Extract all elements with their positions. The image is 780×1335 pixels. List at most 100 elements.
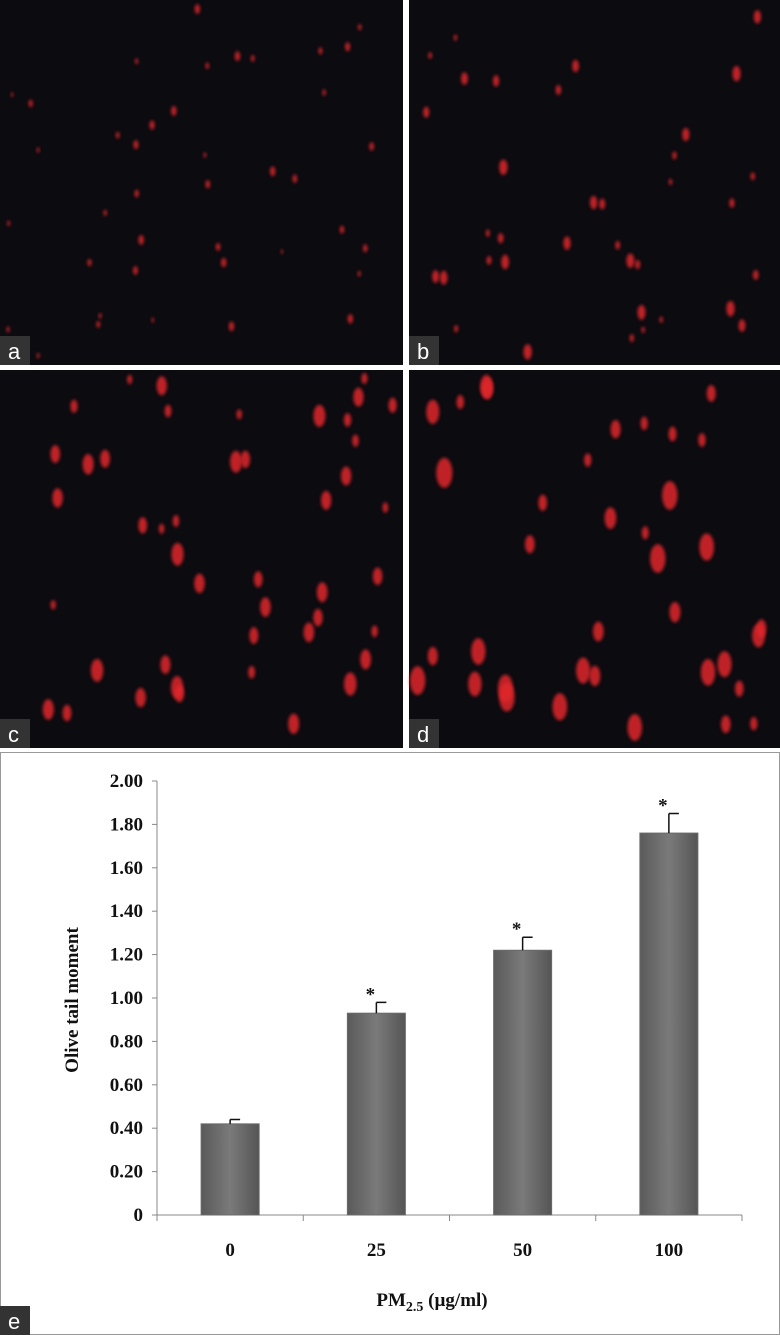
comet (589, 665, 601, 687)
comet (436, 457, 453, 488)
comet (637, 304, 646, 320)
y-axis-label: Olive tail moment (62, 927, 83, 1073)
comet (485, 229, 490, 237)
error-bar (668, 812, 679, 834)
bar (493, 949, 553, 1216)
panel-label: e (8, 1309, 20, 1334)
comet (318, 47, 323, 55)
x-tick-label: 50 (513, 1240, 532, 1261)
comet (662, 481, 678, 510)
comet (353, 387, 364, 407)
comet (360, 649, 372, 670)
comet (668, 178, 673, 186)
x-axis-label: PM2.5 (µg/ml) (376, 1290, 487, 1315)
y-tick-label: 1.20 (110, 945, 143, 966)
comet (750, 172, 755, 181)
panel-a (0, 0, 403, 365)
comet (221, 257, 227, 268)
comet (240, 450, 251, 469)
comet (409, 666, 426, 695)
comet (96, 320, 101, 328)
comet (36, 147, 40, 153)
comet (347, 313, 353, 324)
comet (7, 220, 11, 227)
comet (90, 658, 104, 682)
comet (138, 234, 144, 245)
label-box (0, 719, 30, 748)
comet (172, 515, 180, 528)
y-tick-label: 0.20 (110, 1162, 143, 1183)
error-bar (375, 1001, 387, 1014)
comet (115, 131, 120, 139)
comet (174, 685, 185, 703)
comet (321, 490, 332, 510)
comet (699, 533, 715, 561)
comet (248, 665, 256, 679)
comet (629, 334, 634, 343)
comet (480, 374, 493, 399)
comet (194, 573, 205, 594)
micrograph-panels (0, 0, 780, 748)
comet (87, 258, 92, 267)
comet (453, 34, 458, 41)
y-tick-label: 0.80 (110, 1031, 143, 1052)
comet (427, 646, 438, 666)
comet (205, 62, 210, 70)
comet (538, 494, 548, 511)
comet (160, 655, 171, 675)
comet (717, 651, 732, 678)
comet (303, 622, 315, 643)
comet (270, 166, 276, 177)
comet (138, 517, 148, 534)
comet (260, 597, 271, 617)
comet (669, 601, 681, 623)
comet (659, 316, 663, 323)
comet (524, 535, 535, 554)
comet (344, 672, 357, 696)
comet (576, 657, 591, 684)
comet (228, 321, 235, 332)
comet (343, 413, 352, 427)
comet (369, 142, 374, 151)
comet (454, 325, 459, 333)
significance-marker: * (512, 919, 522, 940)
comet (133, 140, 139, 150)
comet (753, 10, 762, 24)
comet (313, 608, 323, 627)
comet (100, 449, 110, 468)
bar (346, 1012, 406, 1216)
comet (726, 300, 735, 317)
comet (164, 404, 172, 418)
comet (36, 352, 40, 359)
comet (322, 89, 326, 96)
x-tick-label: 25 (367, 1240, 386, 1261)
x-tick-label: 100 (655, 1240, 684, 1261)
comet (753, 269, 759, 281)
comet (501, 254, 510, 270)
comet (358, 23, 362, 31)
comet (62, 704, 72, 722)
y-tick-label: 1.60 (110, 858, 143, 879)
comet (650, 544, 666, 573)
comet (230, 450, 242, 473)
comet (236, 409, 242, 420)
y-tick-label: 0 (134, 1205, 144, 1226)
comet (734, 680, 744, 697)
comet (456, 395, 465, 409)
comet (750, 716, 758, 731)
comet (428, 51, 433, 59)
comet (499, 682, 515, 712)
comet (194, 4, 200, 14)
comet (471, 638, 486, 665)
y-tick-label: 1.80 (110, 814, 143, 835)
comet (280, 249, 284, 254)
comet (134, 58, 139, 65)
comet (721, 715, 731, 734)
comet (156, 376, 167, 396)
significance-marker: * (658, 796, 668, 817)
comet (98, 313, 102, 319)
comet (610, 419, 621, 439)
comet (432, 270, 440, 283)
x-label-sub: 2.5 (406, 1300, 424, 1315)
